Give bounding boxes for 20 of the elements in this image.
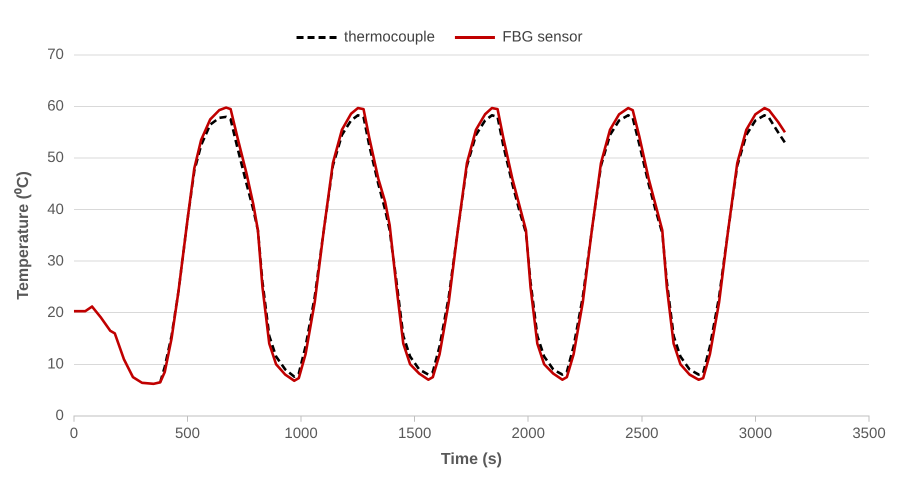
x-tick-label: 3000: [738, 424, 772, 442]
x-tick-label: 1500: [398, 424, 432, 442]
x-tick-label: 0: [70, 424, 78, 442]
y-tick-label: 30: [47, 252, 64, 270]
y-tick-label: 0: [56, 406, 64, 424]
legend-label: thermocouple: [344, 28, 435, 46]
y-tick-label: 70: [47, 46, 64, 64]
y-tick-label: 60: [47, 98, 64, 115]
legend-label: FBG sensor: [502, 28, 582, 46]
y-tick-label: 40: [47, 200, 64, 218]
y-tick-label: 50: [47, 149, 64, 166]
x-tick-label: 1000: [284, 424, 318, 442]
y-tick-label: 20: [47, 304, 64, 321]
y-axis-title: Temperature (⁰C): [14, 171, 32, 300]
x-axis-title: Time (s): [440, 450, 502, 468]
x-tick-label: 3500: [852, 424, 886, 442]
y-tick-label: 10: [47, 355, 64, 372]
x-tick-label: 2000: [512, 424, 545, 442]
x-tick-label: 500: [174, 424, 200, 442]
x-tick-label: 2500: [625, 424, 659, 442]
